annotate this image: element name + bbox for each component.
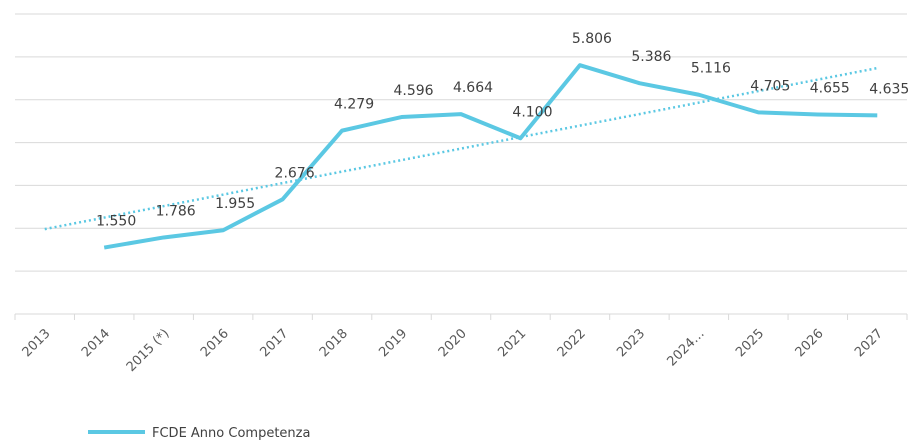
x-tick-label: 2022 [555, 326, 589, 360]
data-label: 2.676 [275, 165, 315, 181]
x-tick-label: 2017 [257, 326, 291, 360]
data-label: 5.116 [691, 61, 731, 77]
data-label: 4.279 [334, 97, 374, 113]
series-line [103, 63, 878, 250]
x-tick-label: 2026 [793, 326, 827, 360]
x-tick-label: 2018 [317, 326, 351, 360]
x-tick-label: 2024… [664, 326, 707, 369]
x-tick-label: 2027 [852, 326, 886, 360]
data-label: 1.550 [96, 214, 136, 230]
data-label: 4.705 [750, 78, 790, 94]
data-label: 4.655 [810, 81, 850, 97]
data-label: 4.664 [453, 80, 493, 96]
legend-label: FCDE Anno Competenza [152, 426, 310, 440]
data-label: 4.100 [512, 104, 552, 120]
x-tick-label: 2013 [20, 326, 54, 360]
data-label: 1.786 [156, 203, 196, 219]
data-label: 5.386 [631, 49, 671, 65]
x-tick-label: 2016 [198, 326, 232, 360]
trendline [44, 66, 878, 231]
x-tick-label: 2023 [614, 326, 648, 360]
x-tick-label: 2021 [495, 326, 529, 360]
data-label: 5.806 [572, 31, 612, 47]
x-tick-label: 2025 [733, 326, 767, 360]
x-tick-label: 2015 (*) [124, 326, 173, 375]
x-tick-label: 2019 [376, 326, 410, 360]
data-label: 4.596 [393, 83, 433, 99]
data-label: 4.635 [869, 81, 909, 97]
x-tick-label: 2014 [79, 326, 113, 360]
x-tick-label: 2020 [436, 326, 470, 360]
data-label: 1.955 [215, 196, 255, 212]
